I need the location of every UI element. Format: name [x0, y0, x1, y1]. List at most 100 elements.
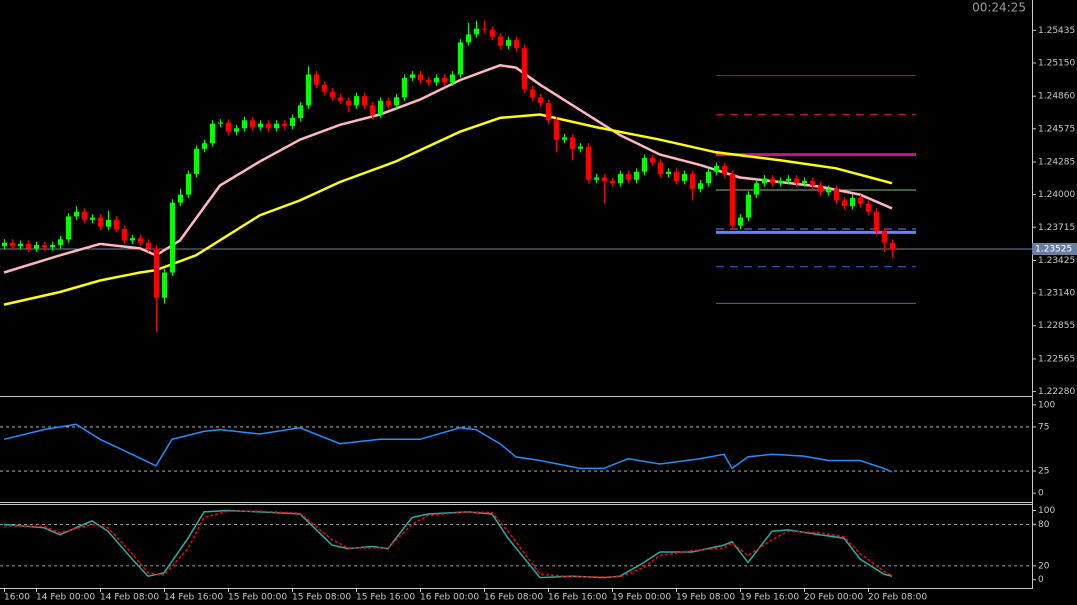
candle-body: [258, 123, 263, 128]
x-tick-label: 20 Feb 08:00: [868, 593, 927, 603]
last-price-label: 1.23525: [1035, 245, 1072, 255]
candle-body: [50, 245, 55, 248]
y-tick-label: 1.23140: [1038, 289, 1075, 299]
candle-body: [370, 105, 375, 115]
candle-body: [266, 123, 271, 129]
y-tick-label: 1.23715: [1038, 223, 1075, 233]
candle-body: [26, 243, 31, 249]
candle-body: [770, 178, 775, 184]
candle-body: [762, 178, 767, 184]
candle-body: [618, 174, 623, 184]
candle-body: [642, 158, 647, 172]
candle-body: [74, 211, 79, 217]
candle-body: [722, 166, 727, 175]
indicator-line: [3, 510, 893, 578]
candle-body: [498, 36, 503, 46]
x-tick-label: 15 Feb 08:00: [292, 593, 351, 603]
candle-body: [674, 171, 679, 181]
candle-body: [210, 123, 215, 144]
candle-body: [354, 96, 359, 106]
candle-body: [730, 174, 735, 226]
candle-body: [690, 174, 695, 189]
candle-body: [698, 183, 703, 189]
candle-body: [794, 178, 799, 184]
candle-body: [146, 242, 151, 249]
y-tick-label: 1.22565: [1038, 354, 1075, 364]
candle-body: [738, 217, 743, 226]
candle-body: [154, 248, 159, 298]
candle-body: [786, 178, 791, 181]
candle-body: [506, 40, 511, 46]
candle-body: [170, 202, 175, 273]
candle-body: [682, 174, 687, 181]
candle-body: [466, 34, 471, 43]
x-tick-label: 16:00: [4, 593, 30, 603]
candle-body: [362, 96, 367, 106]
candle-body: [426, 80, 431, 83]
candle-body: [322, 84, 327, 92]
candle-body: [754, 183, 759, 195]
candle-body: [522, 48, 527, 90]
y-tick-label: 1.23425: [1038, 256, 1075, 266]
y-tick-label: 0: [1038, 575, 1044, 585]
y-tick-label: 1.22855: [1038, 321, 1075, 331]
candle-body: [554, 120, 559, 140]
y-tick-label: 1.24000: [1038, 190, 1075, 200]
y-tick-label: 100: [1038, 506, 1055, 516]
moving-average: [3, 113, 893, 306]
candle-body: [114, 219, 119, 229]
candle-body: [138, 238, 143, 243]
candle-body: [386, 100, 391, 106]
candle-body: [578, 146, 583, 149]
candle-body: [458, 42, 463, 75]
candle-body: [98, 217, 103, 227]
candle-body: [890, 242, 895, 250]
candle-body: [10, 242, 15, 247]
candle-body: [610, 180, 615, 184]
candle-body: [562, 137, 567, 140]
candle-body: [218, 122, 223, 124]
candle-body: [650, 158, 655, 163]
candle-body: [290, 117, 295, 126]
candle-body: [82, 211, 87, 220]
candle-body: [802, 180, 807, 184]
candle-body: [818, 185, 823, 193]
candle-body: [882, 231, 887, 243]
y-tick-label: 1.22280: [1038, 387, 1075, 397]
candle-body: [130, 238, 135, 241]
candle-body: [850, 198, 855, 207]
candle-body: [162, 272, 167, 298]
candle-body: [418, 74, 423, 81]
candle-body: [90, 217, 95, 220]
candle-body: [106, 219, 111, 227]
candle-body: [202, 143, 207, 149]
y-tick-label: 25: [1038, 467, 1049, 477]
candle-body: [378, 100, 383, 115]
candle-body: [58, 239, 63, 246]
candle-body: [514, 40, 519, 49]
candle-body: [490, 29, 495, 37]
candle-body: [538, 97, 543, 104]
x-tick-label: 19 Feb 00:00: [612, 593, 671, 603]
x-tick-label: 16 Feb 08:00: [484, 593, 543, 603]
candle-body: [338, 97, 343, 101]
x-tick-label: 14 Feb 08:00: [100, 593, 159, 603]
candle-body: [410, 74, 415, 78]
candle-body: [858, 198, 863, 204]
candle-body: [706, 171, 711, 184]
candle-body: [810, 180, 815, 186]
candle-body: [66, 216, 71, 240]
candle-body: [866, 203, 871, 212]
y-tick-label: 75: [1038, 422, 1049, 432]
candle-body: [34, 245, 39, 249]
x-tick-label: 16 Feb 00:00: [420, 593, 479, 603]
candle-body: [2, 242, 7, 247]
x-tick-label: 14 Feb 16:00: [164, 593, 223, 603]
last-price-box: [1032, 243, 1077, 256]
x-tick-label: 16 Feb 16:00: [548, 593, 607, 603]
candle-body: [658, 162, 663, 175]
y-tick-label: 0: [1038, 489, 1044, 499]
